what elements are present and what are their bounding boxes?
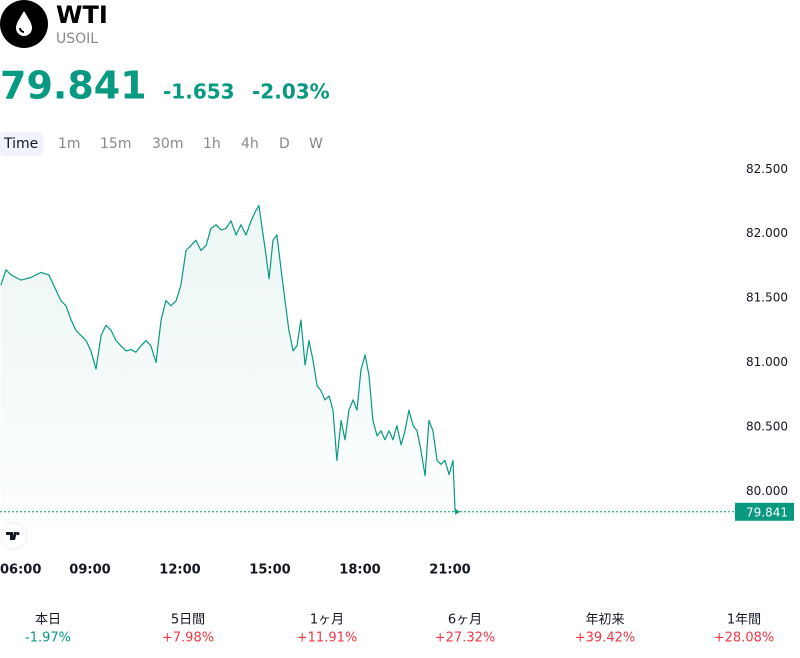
timeframe-tab[interactable]: 30m bbox=[152, 136, 183, 152]
x-tick-label: 18:00 bbox=[339, 563, 380, 578]
y-tick-label: 82.000 bbox=[746, 226, 788, 240]
x-tick-label: 09:00 bbox=[69, 563, 110, 578]
period-change: +11.91% bbox=[297, 631, 357, 646]
period-change: +7.98% bbox=[162, 631, 214, 646]
y-tick-label: 80.000 bbox=[746, 484, 788, 498]
area bbox=[0, 205, 456, 524]
change-percent: -2.03% bbox=[252, 80, 330, 104]
timeframe-tab[interactable]: 1m bbox=[58, 136, 81, 152]
tv-logo bbox=[6, 532, 20, 540]
x-tick-label: 21:00 bbox=[429, 563, 470, 578]
y-tick-label: 80.500 bbox=[746, 419, 788, 433]
tab-active-bg bbox=[0, 132, 43, 156]
period-label: 本日 bbox=[35, 613, 61, 628]
timeframe-tab[interactable]: D bbox=[279, 136, 290, 152]
period-label: 1ヶ月 bbox=[310, 613, 344, 628]
symbol: WTI bbox=[56, 1, 108, 29]
period-change: -1.97% bbox=[25, 631, 71, 646]
last-point bbox=[455, 508, 461, 515]
x-tick-label: 15:00 bbox=[249, 563, 290, 578]
timeframe-tab[interactable]: 15m bbox=[100, 136, 131, 152]
y-tick-label: 82.500 bbox=[746, 162, 788, 176]
timeframe-tab[interactable]: Time bbox=[3, 136, 38, 152]
period-change: +39.42% bbox=[575, 631, 635, 646]
timeframe-tab[interactable]: W bbox=[309, 136, 323, 152]
y-tick-label: 81.000 bbox=[746, 355, 788, 369]
period-label: 年初来 bbox=[585, 613, 624, 628]
x-tick-label: 12:00 bbox=[159, 563, 200, 578]
timeframe-tab[interactable]: 4h bbox=[241, 136, 259, 152]
period-label: 6ヶ月 bbox=[448, 613, 482, 628]
period-label: 5日間 bbox=[171, 613, 205, 628]
ticker: USOIL bbox=[56, 31, 98, 47]
price: 79.841 bbox=[0, 64, 147, 108]
timeframe-tab[interactable]: 1h bbox=[203, 136, 221, 152]
period-change: +27.32% bbox=[435, 631, 495, 646]
last-price-label: 79.841 bbox=[746, 505, 788, 519]
last-price-badge bbox=[735, 502, 794, 521]
y-tick-label: 81.500 bbox=[746, 291, 788, 305]
period-change: +28.08% bbox=[714, 631, 774, 646]
change: -1.653 bbox=[163, 80, 235, 104]
x-tick-label: 06:00 bbox=[0, 563, 41, 578]
price-line bbox=[0, 204, 456, 512]
drop-shine bbox=[19, 27, 25, 33]
period-label: 1年間 bbox=[727, 613, 761, 628]
